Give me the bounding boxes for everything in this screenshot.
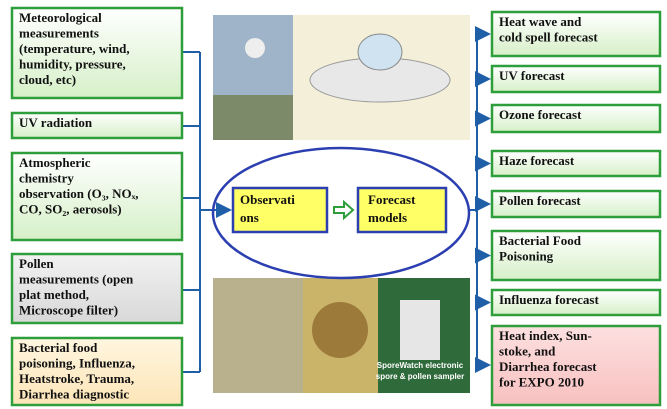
box-label: cloud, etc) — [19, 72, 76, 87]
forecast-box — [356, 186, 448, 234]
box-label: UV radiation — [19, 115, 93, 130]
box-label: Haze forecast — [499, 153, 575, 168]
box-label: Diarrhea diagnostic — [19, 386, 129, 401]
bottom-photos: SporeWatch electronic spore & pollen sam… — [213, 278, 470, 393]
box-label: Pollen forecast — [499, 193, 581, 208]
box-label: CO, SO₂, aerosols) — [19, 201, 122, 216]
box-label: Poisoning — [499, 248, 554, 263]
box — [490, 149, 662, 178]
box-label: Microscope filter) — [19, 302, 118, 317]
box — [10, 151, 184, 242]
observations-label: Observati — [240, 192, 295, 207]
box — [490, 64, 662, 94]
box — [10, 336, 184, 407]
forecast-label: models — [368, 210, 407, 225]
box — [490, 288, 662, 317]
photo-caption: spore & pollen sampler — [376, 372, 464, 381]
box-label: humidity, pressure, — [19, 56, 126, 71]
forecast-label: Forecast — [368, 192, 416, 207]
box-label: Heat index, Sun- — [499, 328, 592, 343]
ellipse — [211, 146, 471, 280]
box — [490, 103, 662, 134]
box — [490, 189, 662, 219]
box-label: Ozone forecast — [499, 107, 582, 122]
box-label: chemistry — [19, 170, 74, 185]
top-photos — [213, 15, 470, 140]
box-label: Meteorological — [19, 10, 102, 25]
box-label: (temperature, wind, — [19, 41, 130, 56]
box-label: Heat wave and — [499, 14, 582, 29]
box-label: Influenza forecast — [499, 292, 599, 307]
box-label: measurements (open — [19, 271, 134, 286]
box-label: poisoning, Influenza, — [19, 355, 135, 370]
box-label: Atmospheric — [19, 155, 91, 170]
box — [490, 324, 662, 407]
photo-caption: SporeWatch electronic — [377, 361, 464, 370]
box-label: observation (O₃, NOₓ, — [19, 186, 139, 201]
box-label: Bacterial food — [19, 340, 98, 355]
box — [10, 111, 184, 140]
box-label: Pollen — [19, 256, 54, 271]
box-label: Bacterial Food — [499, 233, 582, 248]
box-label: measurements — [19, 25, 99, 40]
observations-box — [231, 186, 329, 234]
box-label: Heatstroke, Trauma, — [19, 371, 134, 386]
box-label: plat method, — [19, 287, 89, 302]
observations-label: ons — [240, 210, 259, 225]
box-label: UV forecast — [499, 68, 565, 83]
arrow — [333, 199, 355, 221]
box-label: for EXPO 2010 — [499, 374, 584, 389]
box — [10, 6, 184, 100]
box-label: Diarrhea forecast — [499, 359, 597, 374]
box — [490, 229, 662, 282]
box-label: stoke, and — [499, 343, 556, 358]
box — [10, 252, 184, 325]
box — [490, 10, 662, 58]
box-label: cold spell forecast — [499, 29, 598, 44]
